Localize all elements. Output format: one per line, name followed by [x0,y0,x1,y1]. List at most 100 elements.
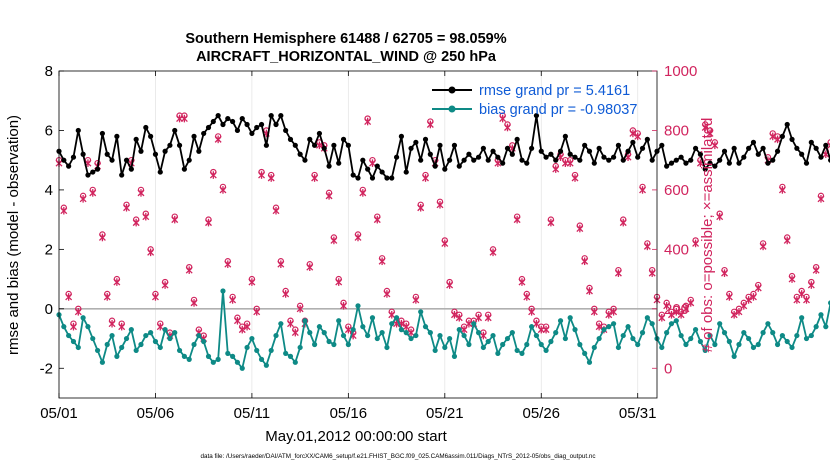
rmse-point [283,127,289,134]
rmse-point [90,169,96,175]
bias-point [625,324,631,330]
bias-point [278,321,284,327]
rmse-point [721,148,728,154]
obs-assimilated-marker [504,123,511,132]
obs-assimilated-marker [272,206,280,215]
obs-assimilated-marker [369,159,376,167]
rmse-point [765,160,771,166]
rmse-point [784,121,790,128]
bias-point [524,341,530,348]
rmse-point [167,142,173,148]
rmse-point [403,169,409,175]
bias-point [475,330,482,336]
bias-point [601,327,607,333]
obs-assimilated-marker [364,117,372,126]
legend-rmse-marker [448,86,456,94]
obs-assimilated-marker [373,215,381,224]
bias-point [123,335,130,342]
obs-assimilated-marker [740,302,748,310]
obs-assimilated-marker [436,200,444,209]
obs-assimilated-marker [827,141,830,150]
obs-assimilated-marker [103,293,111,301]
bias-point [529,324,535,330]
obs-assimilated-marker [619,218,627,227]
bias-point [509,330,515,336]
bias-point [99,359,106,365]
bias-point [244,344,250,351]
obs-assimilated-marker [610,307,618,316]
rmse-point [606,157,612,163]
rmse-point [191,133,197,139]
obs-assimilated-marker [142,212,150,221]
bias-point [813,324,819,330]
obs-assimilated-marker [677,310,685,319]
rmse-point [311,142,318,148]
obs-assimilated-marker [455,313,463,322]
bias-point [639,330,646,336]
bias-point [422,324,429,330]
y-left-tick-label: 0 [45,301,53,318]
rmse-point [234,127,241,134]
bias-point [582,350,588,357]
bias-point [442,344,448,351]
bias-point [789,344,795,351]
bias-point [620,332,626,339]
rmse-point [205,124,212,131]
y-left-tick-label: 8 [45,63,53,80]
rmse-point [567,151,573,157]
obs-assimilated-marker [151,293,159,301]
obs-assimilated-marker [687,299,695,307]
obs-assimilated-marker [60,206,68,215]
rmse-line [58,114,830,179]
obs-assimilated-marker [663,302,671,310]
obs-assimilated-marker [340,302,347,310]
obs-assimilated-marker [788,275,796,283]
obs-assimilated-marker [185,266,193,274]
rmse-point [625,148,631,154]
bias-point [186,356,192,362]
bias-point [697,338,704,345]
x-axis-ticks: 05/01 05/06 05/11 05/16 05/21 05/26 05/31 [40,71,656,422]
bias-point [548,338,554,345]
obs-assimilated-marker [692,239,700,248]
rmse-point [374,163,380,169]
bias-point [167,335,173,342]
obs-assimilated-marker [248,278,256,286]
obs-assimilated-marker [450,310,458,319]
obs-assimilated-marker [209,171,217,179]
obs-assimilated-marker [296,305,304,313]
obs-assimilated-marker [229,296,237,304]
bias-point [495,350,501,357]
y-right-tick-label: 400 [664,241,689,258]
rmse-point [774,148,781,154]
y-left-tick-label: -2 [40,360,53,377]
rmse-point [524,160,530,166]
rmse-point [799,151,805,157]
footer-data-file: data file: /Users/raeder/DAI/ATM_forcXX/… [200,453,595,460]
rmse-point [263,142,269,148]
bias-point [456,327,462,333]
grid [58,71,639,398]
rmse-point [398,133,405,139]
rmse-point [80,151,86,157]
bias-point [331,341,337,348]
rmse-point [413,139,419,145]
bias-point [360,324,366,330]
obs-assimilated-marker [701,123,709,132]
obs-assimilated-marker [542,325,550,334]
obs-assimilated-marker [89,189,97,197]
obs-count-markers [55,112,830,343]
bias-point [393,315,400,321]
rmse-point [350,172,356,178]
rmse-point [813,145,819,151]
rmse-point [244,121,250,128]
rmse-point [750,139,757,145]
obs-assimilated-marker [378,257,386,266]
rmse-point [519,157,525,163]
obs-assimilated-marker [586,287,593,295]
bias-point [114,353,120,359]
obs-assimilated-marker [267,174,275,182]
y-axis-left-ticks: -2 0 2 4 6 8 [40,63,64,377]
bias-point [606,324,612,330]
